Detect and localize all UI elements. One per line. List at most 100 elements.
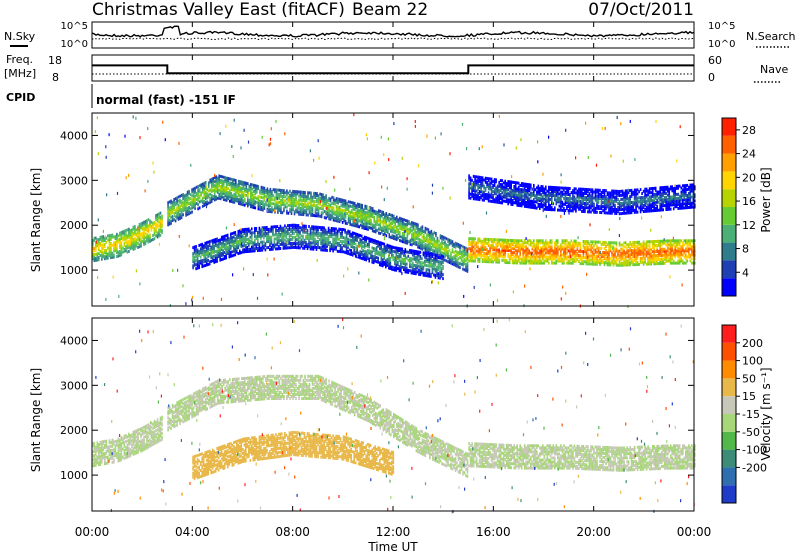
heatmap-cell: [409, 238, 412, 242]
heatmap-cell: [498, 240, 500, 244]
heatmap-cell: [325, 202, 327, 206]
heatmap-cell: [268, 193, 270, 197]
heatmap-cell: [347, 200, 350, 204]
heatmap-cell: [246, 248, 249, 251]
heatmap-cell: [193, 255, 196, 259]
heatmap-cell: [249, 229, 252, 233]
heatmap-cell: [417, 241, 419, 245]
heatmap-cell: [242, 199, 245, 203]
heatmap-cell: [365, 213, 368, 217]
heatmap-cell: [546, 257, 549, 261]
heatmap-cell: [239, 239, 241, 243]
heatmap-cell: [650, 240, 652, 244]
heatmap-cell: [324, 244, 327, 248]
heatmap-cell: [176, 214, 178, 218]
heatmap-cell: [335, 199, 338, 203]
heatmap-cell: [230, 254, 232, 258]
heatmap-cell: [230, 250, 232, 254]
heatmap-cell: [481, 245, 484, 249]
heatmap-cell: [557, 251, 559, 255]
heatmap-cell: [353, 201, 356, 205]
heatmap-cell: [204, 255, 206, 259]
heatmap-cell: [588, 256, 591, 260]
heatmap-cell: [311, 197, 314, 201]
heatmap-cell: [229, 191, 231, 195]
heatmap-cell: [293, 241, 295, 245]
heatmap-cell: [657, 256, 660, 259]
heatmap-cell: [143, 233, 145, 236]
heatmap-cell: [327, 230, 330, 234]
heatmap-cell: [276, 243, 279, 247]
heatmap-cell: [231, 250, 234, 254]
heatmap-cell: [593, 256, 595, 260]
heatmap-cell: [287, 195, 290, 199]
heatmap-cell: [484, 258, 487, 261]
heatmap-cell: [406, 221, 409, 225]
heatmap-cell: [415, 242, 418, 246]
heatmap-cell: [605, 251, 607, 255]
heatmap-cell: [405, 237, 407, 241]
heatmap-cell: [237, 231, 240, 235]
heatmap-cell: [597, 254, 600, 258]
heatmap-cell: [671, 239, 673, 243]
heatmap-cell: [471, 241, 473, 245]
heatmap-cell: [168, 206, 171, 210]
heatmap-cell: [135, 234, 138, 238]
heatmap-cell: [370, 214, 372, 218]
heatmap-cell: [368, 251, 370, 255]
heatmap-cell: [552, 255, 555, 259]
heatmap-cell: [551, 253, 553, 257]
heatmap-cell: [235, 197, 237, 201]
heatmap-cell: [146, 221, 148, 225]
heatmap-cell: [363, 245, 366, 249]
heatmap-cell: [212, 197, 214, 201]
heatmap-cell: [312, 225, 315, 229]
heatmap-cell: [110, 235, 112, 239]
heatmap-cell: [404, 260, 407, 264]
heatmap-cell: [240, 234, 243, 238]
heatmap-cell: [498, 258, 500, 262]
heatmap-cell: [359, 207, 362, 211]
heatmap-cell: [403, 240, 406, 244]
heatmap-cell: [108, 234, 111, 238]
heatmap-cell: [614, 247, 616, 251]
heatmap-cell: [416, 270, 419, 274]
heatmap-cell: [431, 255, 434, 258]
heatmap-cell: [158, 230, 160, 234]
heatmap-cell: [433, 243, 436, 247]
heatmap-cell: [357, 253, 360, 257]
heatmap-cell: [576, 257, 579, 261]
heatmap-cell: [278, 235, 280, 238]
heatmap-cell: [440, 260, 443, 264]
heatmap-cell: [582, 260, 585, 264]
heatmap-cell: [659, 247, 661, 251]
heatmap-cell: [373, 229, 375, 233]
heatmap-cell: [445, 259, 448, 263]
heatmap-cell: [305, 245, 307, 248]
heatmap-cell: [102, 237, 105, 241]
heatmap-cell: [264, 244, 267, 248]
heatmap-cell: [278, 241, 280, 245]
heatmap-cell: [192, 260, 194, 264]
heatmap-cell: [311, 237, 313, 241]
heatmap-cell: [192, 199, 195, 203]
heatmap-cell: [536, 261, 538, 265]
heatmap-cell: [406, 250, 408, 254]
heatmap-cell: [526, 247, 529, 251]
heatmap-cell: [220, 252, 223, 255]
heatmap-cell: [343, 217, 345, 221]
heatmap-cell: [626, 249, 628, 253]
heatmap-cell: [403, 224, 406, 228]
heatmap-cell: [421, 245, 424, 249]
heatmap-cell: [397, 260, 399, 264]
heatmap-cell: [235, 193, 237, 197]
heatmap-cell: [402, 238, 404, 242]
heatmap-cell: [233, 188, 236, 192]
heatmap-cell: [327, 234, 330, 238]
heatmap-cell: [379, 243, 381, 247]
heatmap-cell: [116, 249, 118, 252]
heatmap-cell: [213, 176, 216, 180]
heatmap-cell: [362, 218, 365, 222]
heatmap-cell: [208, 254, 211, 258]
heatmap-cell: [189, 203, 192, 207]
